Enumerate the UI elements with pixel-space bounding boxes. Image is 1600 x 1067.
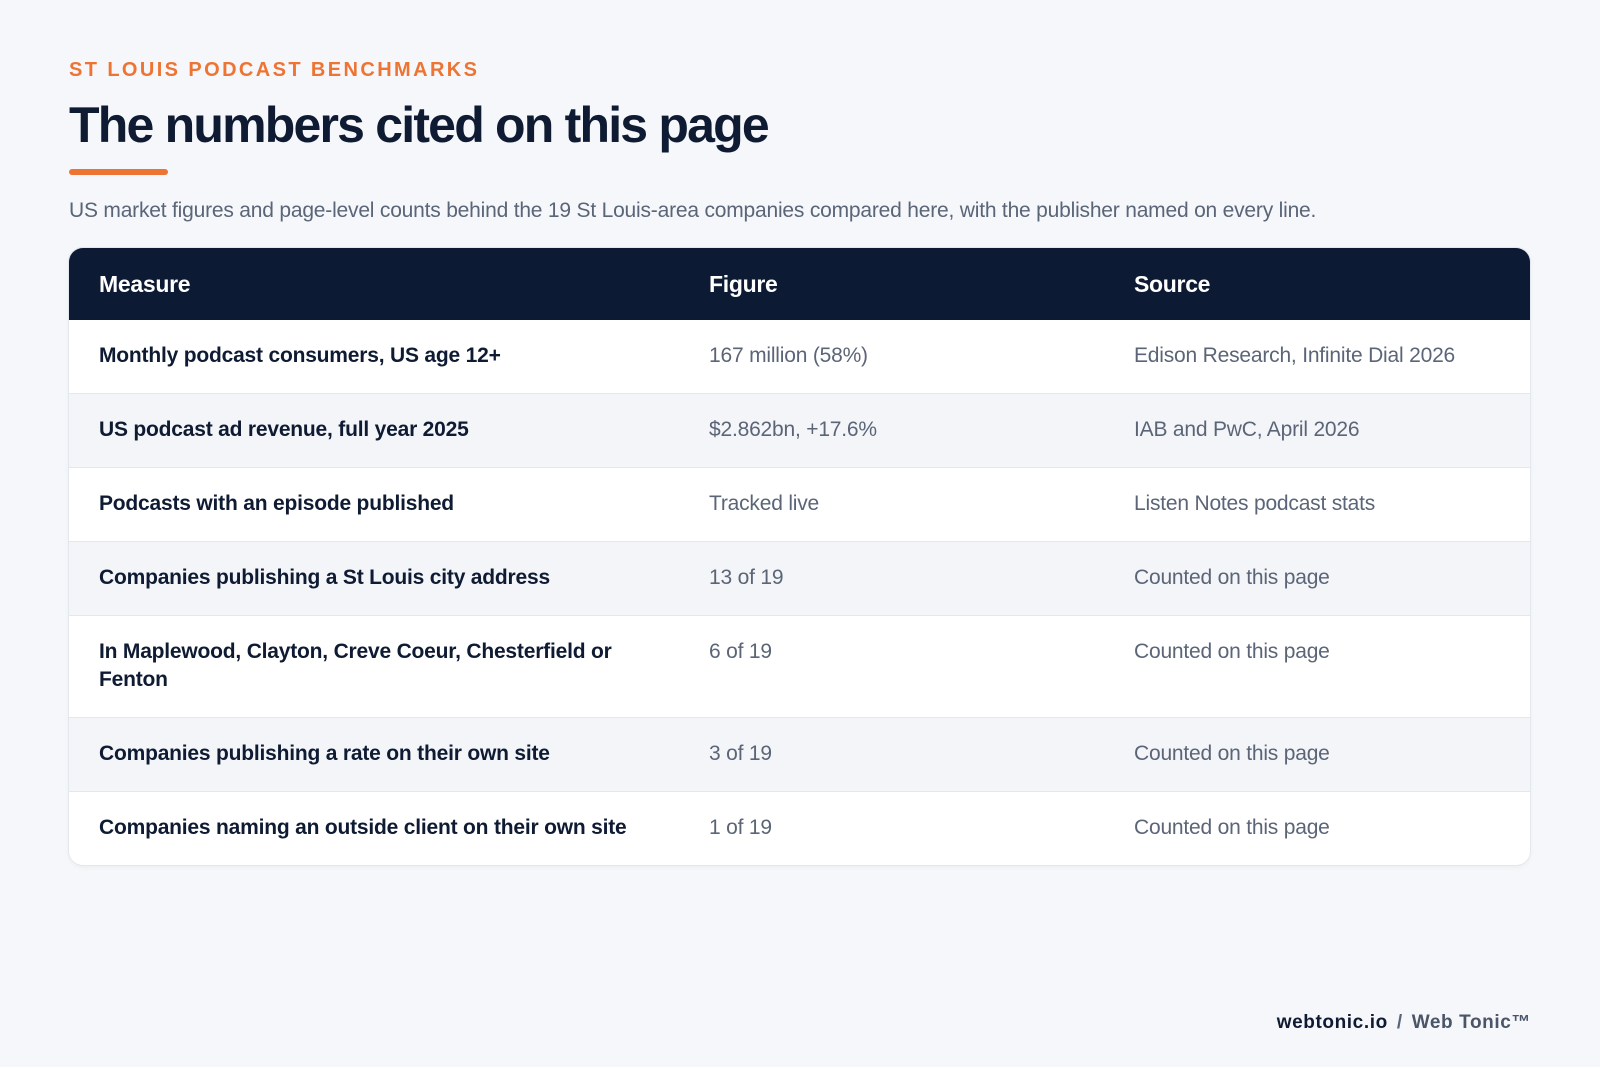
figure-cell: 3 of 19 [709,742,772,765]
table-row: Podcasts with an episode published Track… [69,467,1530,542]
figure-cell: 1 of 19 [709,816,772,839]
figure-cell: 167 million (58%) [709,344,868,367]
page-title: The numbers cited on this page [69,97,770,153]
table-row: Companies publishing a rate on their own… [69,717,1530,792]
source-cell: Counted on this page [1134,566,1330,589]
page-subtitle: US market figures and page-level counts … [69,199,1317,222]
column-header-measure: Measure [99,270,191,297]
footer-separator: / [1396,1012,1403,1033]
benchmarks-page: ST LOUIS PODCAST BENCHMARKS The numbers … [69,58,1530,865]
source-cell: Counted on this page [1134,816,1330,839]
measure-cell: In Maplewood, Clayton, Creve Coeur, Ches… [99,640,612,691]
figure-cell: 6 of 19 [709,640,772,663]
table-row: Companies naming an outside client on th… [69,791,1530,865]
benchmarks-table-card: Measure Figure Source Monthly podcast co… [69,248,1530,865]
table-row: In Maplewood, Clayton, Creve Coeur, Ches… [69,615,1530,718]
measure-cell: Podcasts with an episode published [99,492,454,515]
footer-credit: webtonic.io / Web Tonic™ [1277,1011,1531,1035]
measure-cell: US podcast ad revenue, full year 2025 [99,418,469,441]
source-cell: Counted on this page [1134,742,1330,765]
source-cell: Listen Notes podcast stats [1134,492,1376,515]
table-row: Monthly podcast consumers, US age 12+ 16… [69,320,1530,394]
figure-cell: $2.862bn, +17.6% [709,418,877,441]
accent-underline [69,169,168,175]
source-cell: Edison Research, Infinite Dial 2026 [1134,344,1456,367]
measure-cell: Companies publishing a St Louis city add… [99,566,550,589]
eyebrow-label: ST LOUIS PODCAST BENCHMARKS [69,59,480,81]
footer-domain: webtonic.io [1276,1012,1388,1033]
measure-cell: Monthly podcast consumers, US age 12+ [99,344,501,367]
figure-cell: 13 of 19 [709,566,784,589]
table-row: Companies publishing a St Louis city add… [69,541,1530,616]
column-header-figure: Figure [709,270,778,297]
benchmarks-table: Measure Figure Source Monthly podcast co… [69,248,1530,865]
source-cell: Counted on this page [1134,640,1330,663]
figure-cell: Tracked live [709,492,820,515]
table-header-row: Measure Figure Source [69,248,1530,320]
column-header-source: Source [1134,270,1211,297]
measure-cell: Companies publishing a rate on their own… [99,742,550,765]
measure-cell: Companies naming an outside client on th… [99,816,627,839]
footer-brand: Web Tonic™ [1411,1012,1531,1033]
source-cell: IAB and PwC, April 2026 [1134,418,1360,441]
table-row: US podcast ad revenue, full year 2025 $2… [69,393,1530,468]
